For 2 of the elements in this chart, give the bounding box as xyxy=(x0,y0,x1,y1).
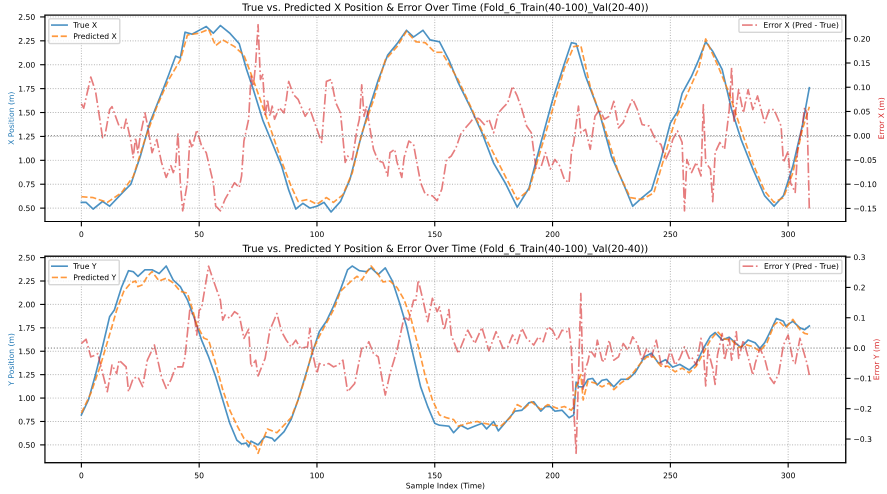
chart-title: True vs. Predicted X Position & Error Over Time (Fold_6_Train(40-100)_Val(20-40)) xyxy=(242,3,648,14)
chart-title: True vs. Predicted Y Position & Error Over Time (Fold_6_Train(40-100)_Val(20-40)) xyxy=(242,244,648,254)
